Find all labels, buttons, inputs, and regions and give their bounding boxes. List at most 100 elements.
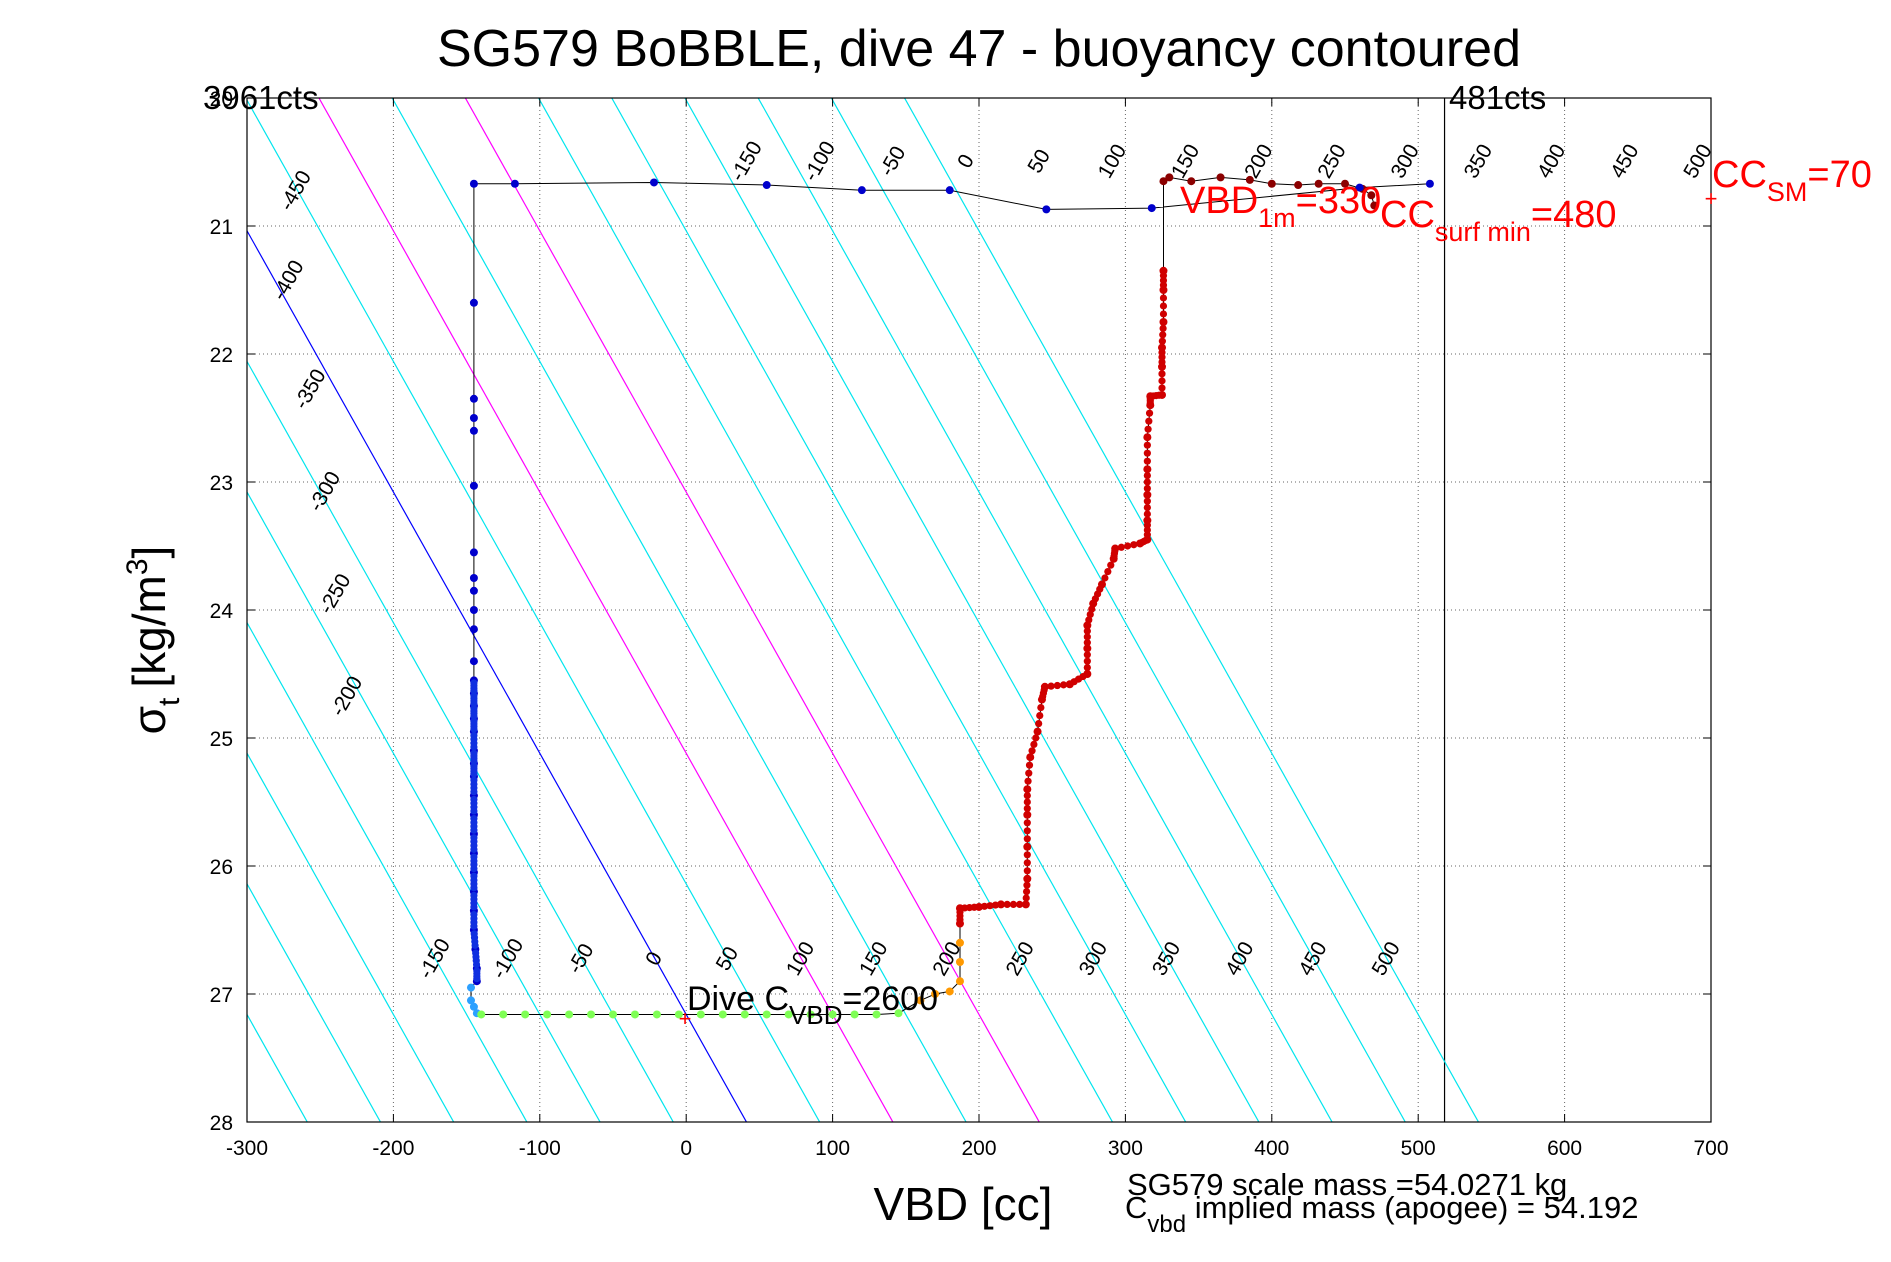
data-point bbox=[1143, 449, 1151, 457]
x-tick-label: 400 bbox=[1254, 1137, 1289, 1160]
data-point bbox=[850, 1010, 859, 1019]
data-point bbox=[806, 1010, 815, 1019]
data-point bbox=[1144, 425, 1152, 433]
x-tick-label: 200 bbox=[961, 1137, 996, 1160]
data-point bbox=[1367, 191, 1376, 200]
data-point bbox=[1042, 205, 1051, 214]
data-point bbox=[1159, 302, 1168, 310]
data-point bbox=[1245, 175, 1254, 184]
contour-line-ref bbox=[564, 0, 1281, 1250]
dive-track-line bbox=[470, 176, 1430, 1015]
data-point bbox=[473, 975, 481, 983]
cc-sm-marker: + bbox=[1705, 186, 1718, 211]
data-point bbox=[1370, 201, 1379, 210]
contour-label-bottom: 250 bbox=[1001, 938, 1038, 980]
data-point bbox=[1028, 747, 1036, 755]
contour-line bbox=[464, 98, 1040, 1122]
data-point bbox=[1023, 798, 1031, 806]
data-point bbox=[1040, 686, 1048, 694]
data-point bbox=[1143, 472, 1151, 480]
data-point bbox=[1003, 900, 1011, 909]
data-point bbox=[1159, 324, 1167, 332]
data-point bbox=[916, 996, 925, 1005]
data-point bbox=[1158, 377, 1166, 385]
data-point bbox=[1023, 819, 1031, 827]
contour-label-top: -400 bbox=[268, 256, 309, 304]
dive-cvbd-marker: + bbox=[679, 1006, 692, 1031]
data-point bbox=[986, 902, 994, 910]
data-point bbox=[652, 1010, 661, 1019]
data-point bbox=[955, 958, 964, 966]
data-point bbox=[1085, 616, 1093, 624]
y-tick-label: 28 bbox=[210, 1112, 233, 1135]
data-point bbox=[1147, 204, 1156, 213]
data-point bbox=[1159, 294, 1168, 302]
contour-label-bottom: 0 bbox=[641, 948, 667, 970]
y-tick-label: 26 bbox=[210, 856, 233, 879]
data-point bbox=[469, 426, 478, 435]
data-point bbox=[469, 574, 478, 582]
data-point bbox=[470, 770, 478, 778]
y-tick-label: 24 bbox=[210, 600, 234, 623]
data-point bbox=[1159, 331, 1167, 339]
y-axis-label-symbol: σ bbox=[123, 706, 175, 734]
x-tick-label: -200 bbox=[372, 1137, 414, 1160]
contour-label-top: -100 bbox=[799, 137, 840, 185]
data-point bbox=[996, 900, 1005, 909]
x-tick-label: -100 bbox=[519, 1137, 561, 1160]
data-point bbox=[470, 884, 478, 892]
contour-line bbox=[318, 98, 894, 1122]
data-point bbox=[1267, 179, 1276, 188]
data-point bbox=[470, 864, 478, 873]
grid-layer bbox=[247, 98, 1711, 1122]
data-point bbox=[1083, 664, 1091, 672]
data-point bbox=[469, 606, 478, 614]
data-point bbox=[1111, 547, 1119, 555]
data-point bbox=[469, 394, 478, 403]
data-point bbox=[784, 1010, 793, 1019]
data-point bbox=[1143, 457, 1151, 465]
contour-line bbox=[247, 882, 382, 1122]
data-point bbox=[1023, 842, 1032, 851]
data-point bbox=[1083, 639, 1091, 647]
data-point bbox=[1023, 851, 1031, 859]
scale-mass-text: SG579 scale mass =54.0271 kg bbox=[1127, 1167, 1567, 1202]
data-point bbox=[674, 1010, 683, 1019]
y-tick-label: 23 bbox=[210, 472, 233, 495]
contour-line bbox=[247, 1013, 308, 1122]
data-point bbox=[565, 1010, 574, 1019]
data-point bbox=[470, 788, 478, 796]
series-bottom bbox=[477, 1009, 903, 1019]
data-point bbox=[1159, 272, 1168, 280]
x-tick-label: 600 bbox=[1547, 1137, 1582, 1160]
data-point bbox=[469, 586, 478, 595]
data-point bbox=[470, 903, 478, 911]
annotation-cc-sm: CCSM=70 bbox=[1712, 154, 1872, 207]
contour-label-bottom: 150 bbox=[855, 938, 892, 980]
contour-label-bottom: 50 bbox=[712, 943, 744, 975]
x-tick-label: 500 bbox=[1401, 1137, 1436, 1160]
data-point bbox=[980, 902, 989, 910]
data-point bbox=[762, 1010, 771, 1019]
data-point bbox=[1104, 568, 1112, 576]
data-point bbox=[1143, 490, 1152, 499]
y-tick-label: 27 bbox=[210, 984, 233, 1007]
annotation-dive-cvbd: Dive CVBD=2600 bbox=[687, 980, 938, 1030]
data-point bbox=[1024, 777, 1032, 785]
data-point bbox=[1079, 672, 1087, 681]
top-right-counts-label: 481cts bbox=[1449, 79, 1546, 116]
data-point bbox=[1294, 181, 1303, 190]
data-point bbox=[1083, 633, 1091, 641]
data-point bbox=[1143, 484, 1151, 492]
data-point bbox=[945, 186, 954, 195]
data-point bbox=[470, 826, 478, 834]
contour-line bbox=[537, 98, 1114, 1122]
data-point bbox=[1158, 348, 1166, 356]
data-point bbox=[470, 922, 478, 930]
contour-line bbox=[247, 490, 601, 1122]
data-point bbox=[1083, 644, 1092, 653]
data-point bbox=[1187, 177, 1196, 186]
data-point bbox=[1159, 177, 1168, 186]
contour-line bbox=[903, 98, 1480, 1122]
contour-label-top: -350 bbox=[290, 365, 331, 413]
